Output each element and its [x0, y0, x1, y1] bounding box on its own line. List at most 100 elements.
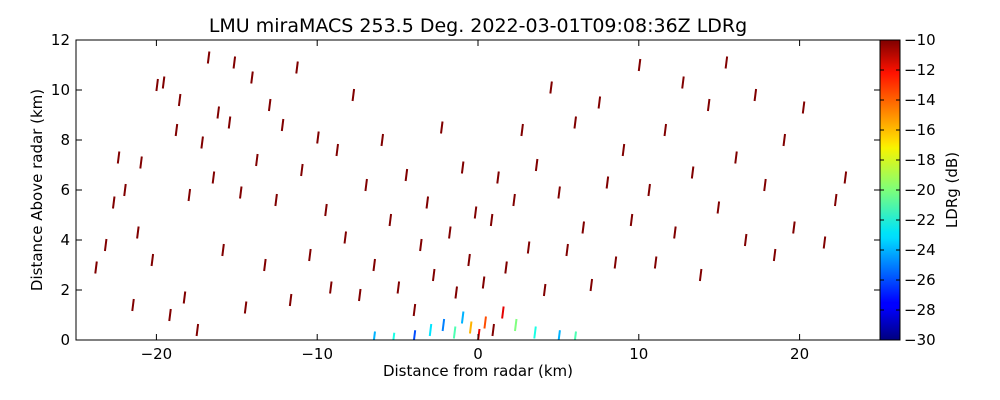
data-point	[468, 321, 473, 334]
data-point	[440, 121, 444, 134]
data-point	[763, 178, 767, 192]
data-point	[629, 213, 634, 227]
data-point	[512, 193, 516, 207]
data-point	[501, 306, 505, 319]
data-point	[681, 76, 685, 89]
data-points	[94, 51, 848, 340]
data-point	[392, 332, 396, 340]
data-point	[288, 293, 293, 307]
data-point	[195, 323, 200, 337]
data-point	[419, 238, 423, 252]
data-point	[843, 171, 848, 184]
data-point	[139, 156, 143, 169]
data-point	[274, 193, 278, 207]
data-point	[227, 116, 232, 129]
y-axis-label: Distance Above radar (km)	[28, 89, 46, 291]
data-point	[103, 238, 108, 252]
data-point	[822, 236, 827, 249]
data-point	[116, 151, 121, 164]
colorbar-tick-label: −26	[904, 271, 936, 289]
data-point	[753, 88, 758, 102]
data-point	[380, 133, 385, 147]
data-point	[150, 253, 155, 267]
data-point	[605, 176, 610, 189]
data-point	[324, 203, 328, 217]
data-point	[734, 151, 738, 164]
chart-title: LMU miraMACS 253.5 Deg. 2022-03-01T09:08…	[209, 15, 747, 37]
colorbar-ticks: −30 −28 −26 −24 −22 −20 −18 −16 −14 −12 −10	[880, 31, 936, 349]
x-tick-label: 20	[790, 345, 809, 363]
data-point	[280, 118, 285, 132]
data-point	[504, 261, 508, 274]
plot-area	[76, 40, 880, 340]
data-point	[177, 93, 182, 107]
data-point	[221, 243, 225, 257]
data-point	[211, 171, 216, 184]
data-point	[308, 248, 312, 262]
data-point	[581, 221, 586, 234]
y-tick-label: 2	[60, 281, 70, 299]
y-tick-label: 12	[51, 31, 70, 49]
y-axis: 0 2 4 6 8 10 12	[51, 31, 880, 349]
data-point	[663, 123, 668, 137]
y-tick-label: 0	[60, 331, 70, 349]
data-point	[613, 256, 618, 269]
data-point	[182, 291, 187, 304]
data-point	[533, 326, 537, 339]
data-point	[136, 226, 140, 239]
data-point	[460, 311, 465, 324]
colorbar-tick-label: −24	[904, 241, 936, 259]
data-point	[557, 186, 561, 199]
data-point	[792, 221, 796, 234]
data-point	[441, 318, 446, 332]
data-point	[637, 58, 642, 72]
data-point	[549, 81, 553, 94]
data-point	[653, 256, 658, 269]
x-tick-label: 10	[629, 345, 648, 363]
data-point	[431, 268, 436, 282]
data-point	[425, 196, 430, 209]
data-point	[94, 261, 98, 274]
data-point	[372, 331, 376, 340]
data-point	[187, 188, 192, 202]
x-tick-label: −20	[141, 345, 173, 363]
data-point	[200, 136, 204, 149]
data-point	[534, 158, 539, 172]
data-point	[706, 98, 711, 112]
data-point	[647, 183, 651, 197]
data-point	[526, 241, 531, 254]
data-point	[448, 226, 452, 239]
data-point	[396, 281, 401, 294]
y-tick-label: 10	[51, 81, 70, 99]
data-point	[724, 56, 729, 69]
data-point	[496, 171, 500, 184]
data-point	[801, 101, 806, 114]
data-point	[454, 286, 458, 299]
data-point	[131, 298, 135, 312]
data-point	[364, 178, 368, 192]
data-point	[716, 201, 721, 214]
y-tick-label: 4	[60, 231, 70, 249]
data-point	[483, 316, 487, 329]
data-point	[698, 268, 703, 282]
data-point	[267, 98, 272, 112]
data-point	[557, 330, 561, 340]
data-point	[772, 248, 777, 262]
data-point	[573, 331, 577, 340]
data-point	[168, 308, 172, 322]
y-tick-label: 6	[60, 181, 70, 199]
data-point	[161, 76, 166, 89]
data-point	[542, 283, 547, 297]
data-point	[123, 183, 127, 197]
data-point	[489, 213, 494, 227]
x-tick-label: −10	[301, 345, 333, 363]
data-point	[358, 288, 362, 302]
data-point	[255, 153, 259, 167]
colorbar-tick-label: −10	[904, 31, 936, 49]
data-point	[206, 51, 211, 64]
data-point	[782, 133, 787, 147]
data-point	[565, 243, 569, 257]
colorbar-tick-label: −14	[904, 91, 936, 109]
x-axis: −20 −10 0 10 20	[141, 40, 809, 363]
data-point	[111, 196, 116, 209]
